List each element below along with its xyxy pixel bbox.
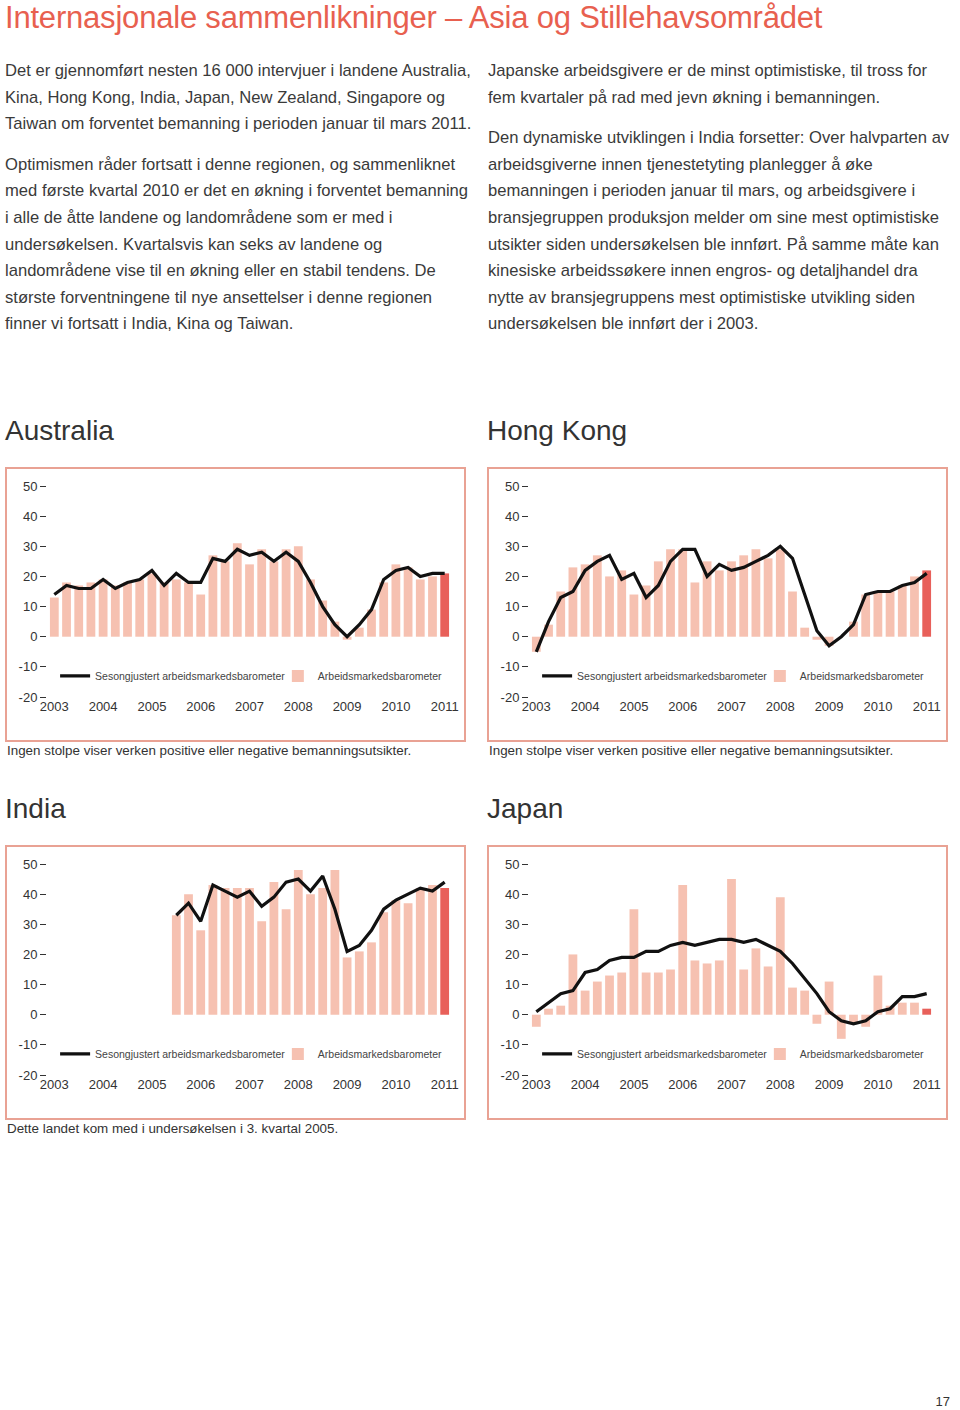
svg-text:20: 20 [23,947,37,962]
svg-text:40: 40 [23,509,37,524]
html-text:Den dynamiske utviklingen i In: Den dynamiske utviklingen i India forset… [488,128,950,334]
svg-text:10: 10 [505,977,519,992]
svg-text:2007: 2007 [235,1077,264,1092]
svg-text:2008: 2008 [284,1077,313,1092]
svg-text:20: 20 [505,947,519,962]
svg-text:30: 30 [23,539,37,554]
svg-text:-10: -10 [19,1037,38,1052]
svg-text:10: 10 [505,599,519,614]
svg-text:2011: 2011 [431,1077,459,1092]
html-text:Australia: Australia [5,415,114,446]
svg-text:2010: 2010 [381,699,410,714]
svg-text:2006: 2006 [186,1077,215,1092]
svg-text:40: 40 [23,887,37,902]
svg-text:-10: -10 [501,659,520,674]
svg-text:Sesongjustert arbeidsmarkedsba: Sesongjustert arbeidsmarkedsbarometer [95,1048,285,1060]
svg-text:2010: 2010 [381,1077,410,1092]
svg-text:2005: 2005 [137,1077,166,1092]
svg-text:2006: 2006 [668,1077,697,1092]
svg-text:2010: 2010 [863,699,892,714]
svg-text:2009: 2009 [815,1077,844,1092]
svg-text:50: 50 [23,857,37,872]
svg-text:30: 30 [505,539,519,554]
svg-text:2011: 2011 [431,699,459,714]
html-text:Hong Kong: Hong Kong [487,415,628,446]
svg-text:2008: 2008 [284,699,313,714]
svg-text:2006: 2006 [186,699,215,714]
svg-text:2005: 2005 [619,1077,648,1092]
svg-text:2007: 2007 [235,699,264,714]
svg-text:2004: 2004 [571,1077,600,1092]
svg-text:10: 10 [23,599,37,614]
svg-text:Sesongjustert arbeidsmarkedsba: Sesongjustert arbeidsmarkedsbarometer [577,670,767,682]
svg-text:40: 40 [505,887,519,902]
svg-text:2006: 2006 [668,699,697,714]
svg-text:2003: 2003 [522,699,551,714]
svg-text:2009: 2009 [815,699,844,714]
svg-text:-10: -10 [501,1037,520,1052]
svg-text:2004: 2004 [89,699,118,714]
svg-text:2003: 2003 [40,699,69,714]
svg-text:Arbeidsmarkedsbarometer: Arbeidsmarkedsbarometer [318,1048,442,1060]
svg-text:30: 30 [23,917,37,932]
html-text:Ingen stolpe viser verken posi: Ingen stolpe viser verken positive eller… [489,743,894,758]
html-text:Internasjonale sammenlikninger: Internasjonale sammenlikninger – Asia og… [5,0,823,35]
svg-text:0: 0 [30,629,37,644]
html-text:India: India [5,793,66,824]
svg-text:2011: 2011 [913,699,941,714]
html-text:Japanske arbeidsgivere er de m: Japanske arbeidsgivere er de minst optim… [488,61,927,107]
svg-text:0: 0 [512,629,519,644]
svg-text:-20: -20 [19,1068,38,1083]
svg-text:2003: 2003 [522,1077,551,1092]
html-text:Det er gjennomført nesten 16 0: Det er gjennomført nesten 16 000 intervj… [5,61,472,134]
svg-text:-20: -20 [19,690,38,705]
svg-text:Arbeidsmarkedsbarometer: Arbeidsmarkedsbarometer [800,1048,924,1060]
svg-text:2003: 2003 [40,1077,69,1092]
html-text:Optimismen råder fortsatt i de: Optimismen råder fortsatt i denne region… [5,154,468,334]
svg-text:20: 20 [505,569,519,584]
html-text:Ingen stolpe viser verken posi: Ingen stolpe viser verken positive eller… [7,743,412,758]
html-text:Dette landet kom med i undersø: Dette landet kom med i undersøkelsen i 3… [7,1121,339,1136]
svg-text:2009: 2009 [333,699,362,714]
svg-text:Arbeidsmarkedsbarometer: Arbeidsmarkedsbarometer [318,670,442,682]
html-text:17: 17 [935,1394,950,1409]
svg-text:2008: 2008 [766,699,795,714]
svg-text:2004: 2004 [571,699,600,714]
svg-text:0: 0 [30,1007,37,1022]
svg-text:-10: -10 [19,659,38,674]
svg-text:2010: 2010 [863,1077,892,1092]
svg-text:2011: 2011 [913,1077,941,1092]
svg-text:50: 50 [23,479,37,494]
svg-text:-20: -20 [501,690,520,705]
svg-text:2007: 2007 [717,1077,746,1092]
svg-text:10: 10 [23,977,37,992]
svg-text:2005: 2005 [137,699,166,714]
html-text:Japan: Japan [487,793,564,824]
svg-text:50: 50 [505,857,519,872]
svg-text:Arbeidsmarkedsbarometer: Arbeidsmarkedsbarometer [800,670,924,682]
svg-text:2009: 2009 [333,1077,362,1092]
svg-text:50: 50 [505,479,519,494]
svg-text:20: 20 [23,569,37,584]
svg-text:2007: 2007 [717,699,746,714]
svg-text:2004: 2004 [89,1077,118,1092]
svg-text:Sesongjustert arbeidsmarkedsba: Sesongjustert arbeidsmarkedsbarometer [95,670,285,682]
svg-text:40: 40 [505,509,519,524]
svg-text:0: 0 [512,1007,519,1022]
svg-text:2008: 2008 [766,1077,795,1092]
svg-text:-20: -20 [501,1068,520,1083]
svg-text:Sesongjustert arbeidsmarkedsba: Sesongjustert arbeidsmarkedsbarometer [577,1048,767,1060]
svg-text:30: 30 [505,917,519,932]
svg-text:2005: 2005 [619,699,648,714]
